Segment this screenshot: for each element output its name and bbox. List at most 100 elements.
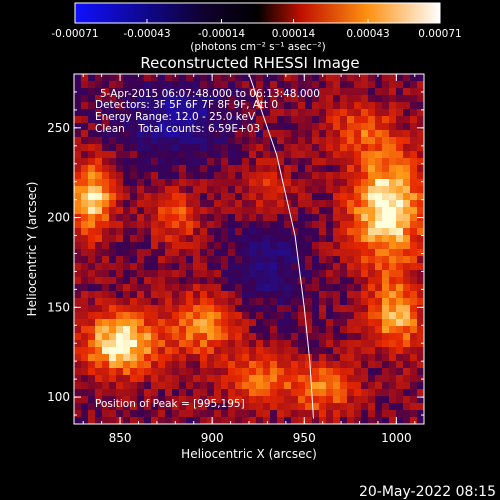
heatmap-cell <box>333 396 341 404</box>
heatmap-cell <box>263 347 271 355</box>
heatmap-cell <box>291 361 299 369</box>
heatmap-cell <box>109 396 117 404</box>
heatmap-cell <box>270 347 278 355</box>
heatmap-cell <box>179 242 187 250</box>
heatmap-cell <box>74 305 82 313</box>
heatmap-cell <box>95 256 103 264</box>
heatmap-cell <box>375 305 383 313</box>
heatmap-cell <box>403 88 411 96</box>
heatmap-cell <box>235 214 243 222</box>
heatmap-cell <box>270 417 278 424</box>
heatmap-cell <box>221 340 229 348</box>
heatmap-cell <box>158 249 166 257</box>
heatmap-cell <box>74 88 82 96</box>
heatmap-cell <box>319 326 327 334</box>
heatmap-cell <box>200 305 208 313</box>
heatmap-cell <box>340 298 348 306</box>
heatmap-cell <box>249 270 257 278</box>
heatmap-cell <box>396 172 404 180</box>
heatmap-cell <box>410 382 418 390</box>
heatmap-cell <box>74 263 82 271</box>
heatmap-cell <box>123 158 131 166</box>
heatmap-cell <box>116 158 124 166</box>
heatmap-cell <box>382 221 390 229</box>
heatmap-cell <box>172 410 180 418</box>
heatmap-cell <box>74 256 82 264</box>
heatmap-cell <box>207 277 215 285</box>
heatmap-cell <box>221 291 229 299</box>
heatmap-cell <box>263 312 271 320</box>
heatmap-cell <box>277 235 285 243</box>
heatmap-cell <box>88 305 96 313</box>
heatmap-cell <box>312 221 320 229</box>
heatmap-cell <box>151 95 159 103</box>
heatmap-cell <box>298 305 306 313</box>
heatmap-cell <box>368 228 376 236</box>
heatmap-cell <box>396 403 404 411</box>
heatmap-cell <box>354 116 362 124</box>
heatmap-cell <box>340 186 348 194</box>
heatmap-cell <box>277 88 285 96</box>
heatmap-cell <box>361 333 369 341</box>
heatmap-cell <box>312 186 320 194</box>
heatmap-cell <box>403 333 411 341</box>
heatmap-cell <box>270 277 278 285</box>
heatmap-cell <box>228 249 236 257</box>
heatmap-cell <box>95 158 103 166</box>
heatmap-cell <box>382 417 390 424</box>
heatmap-cell <box>242 263 250 271</box>
heatmap-cell <box>284 291 292 299</box>
heatmap-cell <box>88 319 96 327</box>
heatmap-cell <box>221 410 229 418</box>
heatmap-cell <box>298 158 306 166</box>
heatmap-cell <box>158 389 166 397</box>
heatmap-cell <box>116 235 124 243</box>
heatmap-cell <box>284 319 292 327</box>
heatmap-cell <box>333 319 341 327</box>
heatmap-cell <box>158 186 166 194</box>
heatmap-cell <box>291 382 299 390</box>
heatmap-cell <box>305 410 313 418</box>
heatmap-cell <box>144 347 152 355</box>
heatmap-cell <box>88 284 96 292</box>
heatmap-cell <box>130 81 138 89</box>
heatmap-cell <box>165 326 173 334</box>
heatmap-cell <box>109 326 117 334</box>
heatmap-cell <box>242 375 250 383</box>
heatmap-cell <box>207 249 215 257</box>
heatmap-cell <box>193 312 201 320</box>
heatmap-cell <box>305 270 313 278</box>
heatmap-cell <box>207 186 215 194</box>
heatmap-cell <box>312 144 320 152</box>
heatmap-cell <box>291 326 299 334</box>
heatmap-cell <box>354 277 362 285</box>
heatmap-cell <box>81 200 89 208</box>
heatmap-cell <box>326 403 334 411</box>
heatmap-cell <box>179 326 187 334</box>
heatmap-cell <box>123 249 131 257</box>
heatmap-cell <box>396 74 404 82</box>
heatmap-cell <box>361 410 369 418</box>
heatmap-cell <box>298 249 306 257</box>
heatmap-cell <box>284 221 292 229</box>
heatmap-cell <box>130 291 138 299</box>
heatmap-cell <box>200 109 208 117</box>
heatmap-cell <box>158 88 166 96</box>
heatmap-cell <box>410 102 418 110</box>
heatmap-cell <box>172 172 180 180</box>
heatmap-cell <box>319 284 327 292</box>
heatmap-cell <box>207 417 215 424</box>
heatmap-cell <box>109 158 117 166</box>
heatmap-cell <box>298 417 306 424</box>
heatmap-cell <box>263 270 271 278</box>
heatmap-cell <box>382 200 390 208</box>
heatmap-cell <box>291 158 299 166</box>
heatmap-cell <box>312 354 320 362</box>
heatmap-cell <box>326 410 334 418</box>
heatmap-cell <box>242 88 250 96</box>
heatmap-cell <box>172 249 180 257</box>
heatmap-cell <box>417 319 424 327</box>
heatmap-cell <box>375 347 383 355</box>
heatmap-cell <box>95 305 103 313</box>
